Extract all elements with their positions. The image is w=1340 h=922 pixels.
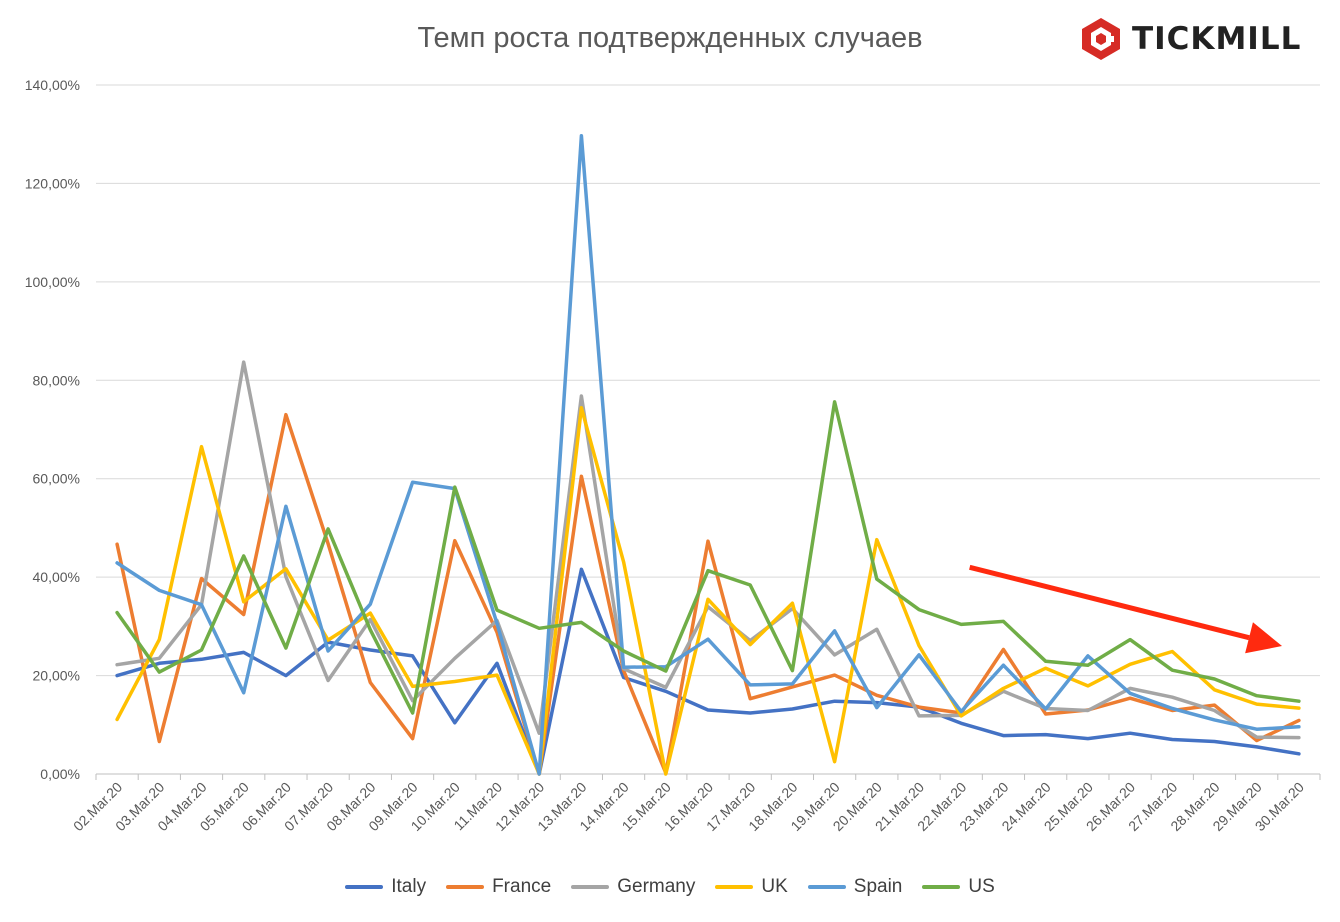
y-tick-label: 80,00%: [33, 372, 80, 388]
tickmill-logo-icon: [1082, 18, 1120, 60]
y-tick-label: 20,00%: [33, 668, 80, 684]
legend-label: US: [968, 876, 995, 897]
legend-label: UK: [761, 876, 788, 897]
trend-arrow-annotation: [969, 564, 1283, 654]
y-axis-ticks: 0,00% 20,00% 40,00% 60,00% 80,00% 100,00% 120,…: [25, 77, 80, 782]
legend-swatch: [446, 885, 485, 889]
trend-arrow-head: [1245, 622, 1283, 654]
x-axis-ticks: 02.Mar.2003.Mar.2004.Mar.2005.Mar.2006.M…: [70, 774, 1321, 834]
series-line-italy: [115, 567, 1301, 776]
legend-label: Italy: [391, 876, 427, 897]
y-tick-label: 60,00%: [33, 471, 80, 487]
y-tick-label: 100,00%: [25, 274, 80, 290]
legend-swatch: [715, 885, 754, 889]
y-tick-label: 140,00%: [25, 77, 80, 93]
legend-swatch: [345, 885, 384, 889]
legend-item-italy: Italy: [345, 876, 426, 898]
legend-swatch: [922, 885, 961, 889]
y-tick-label: 40,00%: [33, 569, 80, 585]
legend-item-germany: Germany: [571, 876, 695, 898]
series-line-spain: [115, 133, 1301, 776]
trend-arrow-shaft: [969, 564, 1250, 641]
series-line-france: [115, 412, 1301, 776]
y-tick-label: 120,00%: [25, 175, 80, 191]
chart-title: Темп роста подтвержденных случаев: [417, 22, 923, 54]
y-tick-label: 0,00%: [40, 766, 80, 782]
legend-swatch: [571, 885, 610, 889]
series-line-us: [115, 400, 1301, 715]
logo-text: TICKMILL: [1132, 21, 1302, 57]
chart-legend: Italy France Germany UK Spain US: [0, 876, 1340, 898]
grid-lines: [96, 84, 1320, 775]
brand-logo: TICKMILL: [1078, 16, 1301, 62]
legend-item-france: France: [446, 876, 551, 898]
legend-label: France: [492, 876, 552, 897]
series-line-uk: [115, 406, 1301, 776]
series-lines: [115, 133, 1301, 776]
legend-item-spain: Spain: [807, 876, 903, 898]
legend-item-uk: UK: [715, 876, 788, 898]
legend-label: Germany: [617, 876, 696, 897]
legend-item-us: US: [922, 876, 995, 898]
legend-swatch: [807, 885, 846, 889]
legend-label: Spain: [853, 876, 903, 897]
